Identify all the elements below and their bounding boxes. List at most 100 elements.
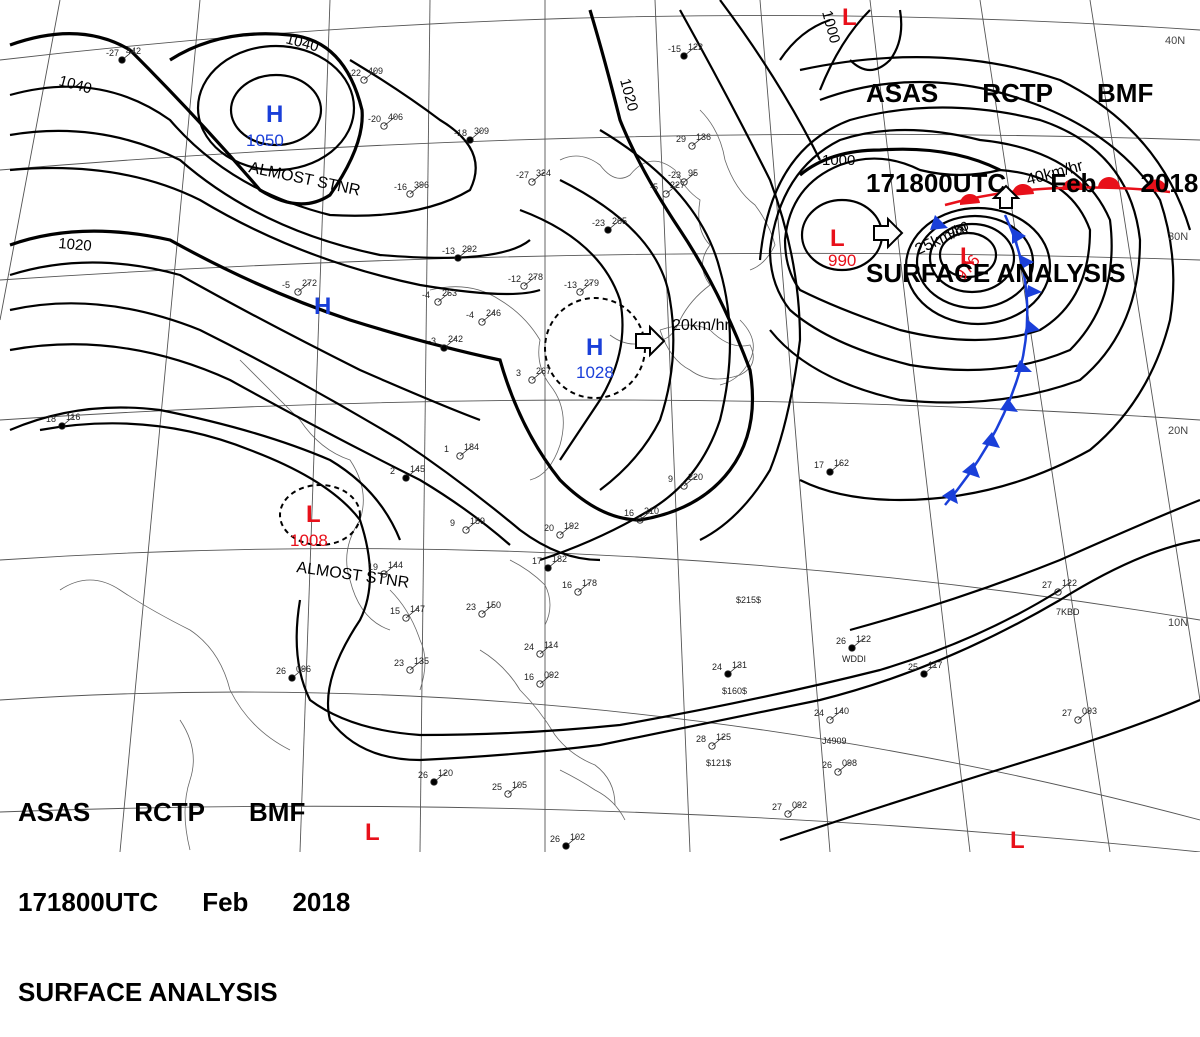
station-pressure: 098 — [842, 758, 857, 768]
station-plot: -23 265 — [592, 216, 627, 234]
station-temperature: -27 — [516, 170, 529, 180]
ship-id: $215$ — [736, 595, 761, 605]
wind-barb-icon — [665, 183, 679, 195]
low-center-letter: L — [842, 4, 857, 31]
station-temperature: -23 — [668, 170, 681, 180]
wind-barb-icon — [539, 643, 553, 655]
station-plot: -12 278 — [508, 272, 543, 290]
wind-barb-icon — [481, 603, 495, 615]
station-marker-icon — [380, 122, 388, 130]
isobar-high-1050 — [229, 73, 323, 147]
station-plot: 17 182 — [532, 554, 567, 572]
low-center-letter: L — [960, 243, 975, 270]
station-marker-icon — [1054, 588, 1062, 596]
station-marker-icon — [456, 452, 464, 460]
station-pressure: 210 — [644, 506, 659, 516]
station-pressure: 114 — [544, 640, 558, 650]
station-pressure: 242 — [448, 334, 463, 344]
station-plot: 9 220 — [668, 472, 703, 490]
station-pressure: 95 — [688, 168, 698, 178]
station-marker-icon — [478, 318, 486, 326]
station-marker-icon — [406, 190, 414, 198]
station-marker-icon — [288, 674, 296, 682]
station-temperature: 15 — [390, 606, 400, 616]
wind-barb-icon — [579, 281, 593, 293]
station-temperature: -13 — [564, 280, 577, 290]
low-center-pressure: 990 — [828, 251, 856, 270]
station-plot: 3 267 — [516, 366, 551, 384]
wind-barb-icon — [691, 135, 705, 147]
station-pressure: 092 — [544, 670, 559, 680]
ship-id: WDDI — [842, 654, 866, 664]
station-marker-icon — [688, 142, 696, 150]
station-temperature: -20 — [368, 114, 381, 124]
ship-id: J4909 — [822, 736, 847, 746]
station-plot: 26 102 — [550, 832, 585, 850]
station-temperature: -4 — [422, 290, 430, 300]
agency-code: RCTP — [134, 797, 206, 827]
station-pressure: 267 — [536, 366, 551, 376]
station-temperature: 16 — [524, 672, 534, 682]
station-marker-icon — [406, 666, 414, 674]
wind-barb-icon — [531, 171, 545, 183]
wind-barb-icon — [1057, 581, 1071, 593]
station-temperature: 2 — [390, 466, 395, 476]
station-plot: 1 184 — [444, 442, 479, 460]
station-marker-icon — [576, 288, 584, 296]
station-plot: 24 114 — [524, 640, 558, 658]
latitude-label: 20N — [1168, 425, 1188, 437]
station-temperature: 26 — [822, 760, 832, 770]
station-pressure: 116 — [66, 412, 80, 422]
station-marker-icon — [360, 76, 368, 84]
station-plot: -5 272 — [282, 278, 317, 296]
high-center-letter: H — [314, 293, 331, 320]
station-pressure: 246 — [486, 308, 501, 318]
station-marker-icon — [784, 810, 792, 818]
ship-id: $160$ — [722, 686, 747, 696]
station-temperature: 9 — [450, 518, 455, 528]
header-agency-row: ASAS RCTP BMF — [866, 78, 1198, 108]
station-temperature: 27 — [772, 802, 782, 812]
station-plot: 26 098 — [822, 758, 857, 776]
wind-barb-icon — [559, 524, 573, 536]
station-marker-icon — [430, 778, 438, 786]
station-marker-icon — [826, 468, 834, 476]
station-marker-icon — [118, 56, 126, 64]
cold-front — [930, 214, 1042, 506]
low-center-letter: L — [830, 225, 845, 252]
station-plot: 27 122 — [1042, 578, 1077, 596]
station-pressure: 309 — [474, 126, 489, 136]
station-plot: -13 279 — [564, 278, 599, 296]
station-pressure: 265 — [612, 216, 627, 226]
station-temperature: 24 — [712, 662, 722, 672]
wind-barb-icon — [465, 519, 479, 531]
agency-code: RCTP — [982, 78, 1054, 108]
station-plot: 25 117 — [908, 660, 942, 678]
station-marker-icon — [708, 742, 716, 750]
high-center-pressure: 1050 — [246, 131, 284, 150]
chart-header-top: ASAS RCTP BMF 171800UTC Feb 2018 SURFACE… — [866, 18, 1198, 318]
wind-barb-icon — [409, 659, 423, 671]
chart-title: SURFACE ANALYSIS — [18, 977, 278, 1007]
station-pressure: 122 — [1062, 578, 1077, 588]
wind-barb-icon — [523, 275, 537, 287]
station-marker-icon — [848, 644, 856, 652]
agency-code: ASAS — [18, 797, 91, 827]
station-pressure: 131 — [732, 660, 747, 670]
station-pressure: 122 — [856, 634, 871, 644]
station-pressure: 279 — [584, 278, 599, 288]
station-temperature: 24 — [814, 708, 824, 718]
station-plot: 27 093 — [1062, 706, 1097, 724]
station-plots: -27 442-22 409-20 406-18 309-16 396-27 324-15 1… — [46, 42, 1097, 850]
wind-barb-icon — [829, 709, 843, 721]
station-temperature: 26 — [276, 666, 286, 676]
station-pressure: 096 — [296, 664, 311, 674]
station-plot: 19 144 — [368, 560, 403, 578]
chart-header-bottom: ASAS RCTP BMF 171800UTC Feb 2018 SURFACE… — [18, 737, 350, 1037]
station-marker-icon — [834, 768, 842, 776]
station-temperature: 27 — [1042, 580, 1052, 590]
station-marker-icon — [680, 178, 688, 186]
ship-id: $121$ — [706, 758, 731, 768]
station-pressure: 135 — [414, 656, 429, 666]
low-center-letter: L — [1010, 827, 1025, 852]
